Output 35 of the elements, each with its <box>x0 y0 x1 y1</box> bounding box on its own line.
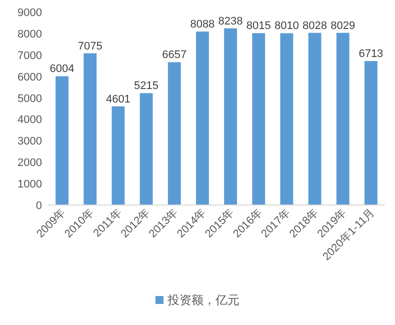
data-label: 6657 <box>162 49 187 62</box>
bar <box>112 106 125 205</box>
bar <box>280 33 294 205</box>
y-tick-label: 7000 <box>18 50 42 62</box>
data-label: 4601 <box>106 93 130 106</box>
legend-label: 投资额，亿元 <box>166 293 240 307</box>
bar <box>336 32 350 205</box>
data-label: 8028 <box>302 20 328 32</box>
y-tick-label: 8000 <box>18 28 42 40</box>
bar <box>364 61 378 205</box>
data-label: 8010 <box>274 20 299 32</box>
y-tick-label: 9000 <box>18 7 42 19</box>
y-tick-label: 2000 <box>18 157 42 170</box>
data-label: 8029 <box>330 20 356 32</box>
bar <box>196 32 209 205</box>
bar <box>140 93 153 205</box>
bar <box>56 76 68 205</box>
bar <box>252 33 266 205</box>
y-tick-label: 5000 <box>18 92 42 105</box>
bar <box>84 53 97 205</box>
data-label: 7075 <box>78 40 102 52</box>
bar <box>224 28 237 205</box>
data-label: 6004 <box>50 63 74 76</box>
data-label: 8088 <box>190 18 215 31</box>
y-tick-label: 1000 <box>18 178 42 191</box>
y-tick-label: 3000 <box>18 136 42 148</box>
data-label: 6713 <box>358 48 384 60</box>
y-tick-label: 4000 <box>18 114 42 126</box>
data-label: 8015 <box>246 20 271 32</box>
y-tick-label: 6000 <box>18 71 42 84</box>
y-tick-label: 0 <box>36 200 42 212</box>
data-label: 5215 <box>134 80 159 92</box>
bar <box>308 32 322 205</box>
bar <box>168 62 181 205</box>
data-label: 8238 <box>218 15 243 28</box>
